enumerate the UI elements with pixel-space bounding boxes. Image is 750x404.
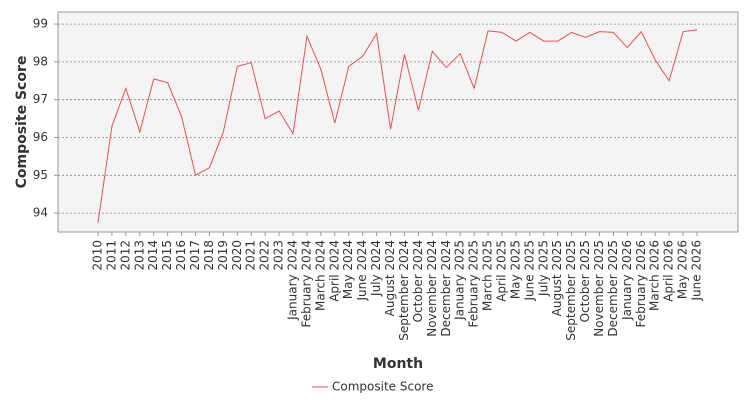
x-tick-label: April 2024 (327, 240, 341, 302)
x-tick-label: July 2025 (536, 240, 550, 297)
x-tick-label: 2021 (244, 240, 258, 271)
x-tick-label: 2016 (174, 240, 188, 271)
x-tick-label: 2014 (146, 240, 160, 271)
x-tick-label: January 2024 (286, 240, 300, 321)
x-tick-label: 2017 (188, 240, 202, 271)
x-tick-label: February 2025 (467, 240, 481, 328)
x-tick-label: January 2026 (620, 240, 634, 321)
y-tick-label: 99 (33, 17, 48, 31)
x-tick-label: January 2025 (453, 240, 467, 321)
x-tick-label: 2015 (160, 240, 174, 271)
x-tick-label: April 2025 (494, 240, 508, 302)
y-tick-label: 96 (33, 130, 48, 144)
x-tick-label: 2012 (118, 240, 132, 271)
x-tick-label: May 2025 (508, 240, 522, 299)
x-tick-label: July 2024 (369, 240, 383, 297)
series-line (97, 29, 698, 223)
x-tick-label: 2022 (258, 240, 272, 271)
x-tick-label: March 2026 (648, 240, 662, 311)
x-tick-label: November 2024 (425, 240, 439, 337)
x-tick-label: February 2026 (634, 240, 648, 328)
x-axis-label: Month (373, 356, 423, 372)
x-tick-label: November 2025 (592, 240, 606, 337)
x-tick-label: February 2024 (299, 240, 313, 328)
x-tick-label: 2018 (202, 240, 216, 271)
x-tick-label: 2010 (91, 240, 105, 271)
x-tick-label: March 2025 (481, 240, 495, 311)
x-tick-label: December 2024 (439, 240, 453, 337)
plot-area (57, 11, 739, 233)
x-tick-label: September 2025 (564, 240, 578, 341)
y-tick-label: 94 (33, 206, 48, 220)
x-tick-label: August 2024 (383, 240, 397, 316)
legend-label: Composite Score (332, 380, 433, 394)
x-tick-label: 2013 (132, 240, 146, 271)
y-tick-label: 95 (33, 168, 48, 182)
x-tick-label: 2011 (104, 240, 118, 271)
x-tick-label: October 2025 (578, 240, 592, 322)
x-tick-label: September 2024 (397, 240, 411, 341)
x-tick-label: June 2025 (522, 240, 536, 302)
x-tick-label: June 2024 (355, 240, 369, 302)
x-tick-label: March 2024 (313, 240, 327, 311)
x-tick-label: May 2026 (676, 240, 690, 299)
x-tick-label: October 2024 (411, 240, 425, 322)
x-tick-label: 2020 (230, 240, 244, 271)
x-tick-label: August 2025 (550, 240, 564, 316)
x-tick-label: April 2026 (662, 240, 676, 302)
y-tick-label: 98 (33, 54, 48, 68)
y-axis-label: Composite Score (14, 56, 30, 189)
x-tick-label: December 2025 (606, 240, 620, 337)
x-tick-label: June 2026 (690, 240, 704, 302)
x-tick-label: May 2024 (341, 240, 355, 299)
x-tick-label: 2019 (216, 240, 230, 271)
y-tick-label: 97 (33, 92, 48, 106)
x-tick-label: 2023 (272, 240, 286, 271)
